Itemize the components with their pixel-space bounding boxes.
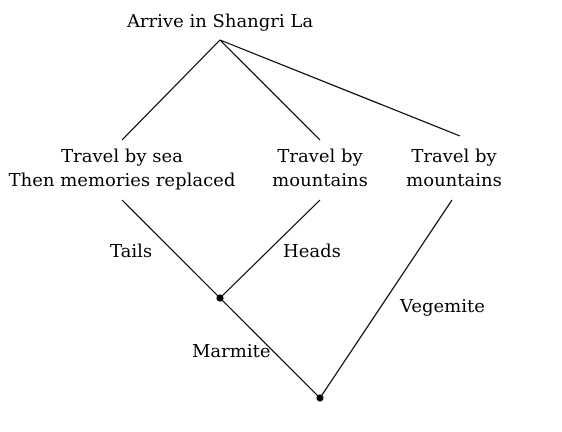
node-root: Arrive in Shangri La	[126, 11, 314, 32]
node-sea-line1: Travel by sea	[61, 146, 183, 167]
edge-sea-to-junction	[121, 199, 221, 299]
edge-root-to-sea	[121, 39, 221, 141]
node-mountains-a-line1: Travel by	[277, 146, 363, 167]
node-sea-line2: Then memories replaced	[8, 170, 236, 191]
edge-root-to-mountains-a	[219, 39, 321, 141]
edge-junction-to-end	[219, 297, 321, 399]
node-mountains-b-line2: mountains	[406, 170, 502, 191]
node-mountains-a: Travel by mountains	[260, 145, 380, 193]
node-mountains-a-line2: mountains	[272, 170, 368, 191]
edge-mountains-a-to-junction	[219, 199, 321, 299]
edge-label-marmite: Marmite	[192, 341, 271, 362]
edge-label-heads: Heads	[283, 241, 341, 262]
node-mountains-b: Travel by mountains	[394, 145, 514, 193]
junction-dot-end	[316, 394, 324, 402]
edge-mountains-b-to-end	[319, 199, 453, 399]
node-sea: Travel by sea Then memories replaced	[2, 145, 242, 193]
edge-root-to-mountains-b	[219, 39, 461, 137]
edge-label-vegemite: Vegemite	[400, 296, 485, 317]
node-mountains-b-line1: Travel by	[411, 146, 497, 167]
edge-label-tails: Tails	[110, 241, 153, 262]
junction-dot-middle	[216, 294, 224, 302]
